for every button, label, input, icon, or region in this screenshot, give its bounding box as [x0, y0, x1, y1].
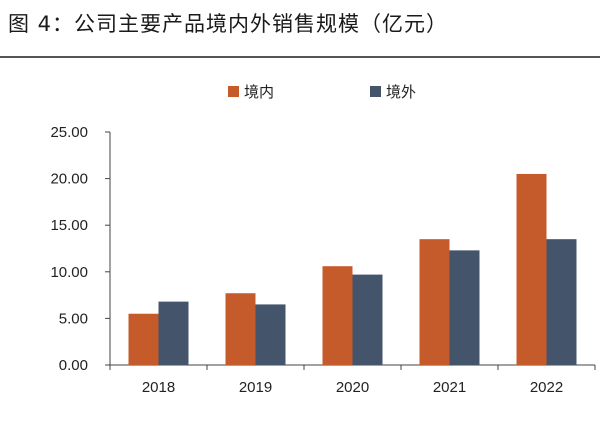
x-tick-label: 2021: [433, 379, 466, 396]
bar-domestic-2021: [419, 239, 450, 365]
bar-overseas-2021: [449, 250, 480, 365]
chart-legend: 境内 境外: [228, 83, 416, 101]
title-divider: [0, 56, 600, 58]
y-tick-label: 10.00: [50, 264, 88, 281]
legend-swatch-domestic: [228, 86, 239, 97]
x-axis: 2018 2019 2020 2021 2022: [109, 364, 596, 396]
bar-domestic-2022: [516, 173, 547, 365]
bar-overseas-2019: [255, 304, 286, 365]
figure-title: 图 4：公司主要产品境内外销售规模（亿元）: [8, 12, 449, 36]
y-tick-label: 20.00: [50, 171, 88, 188]
y-tick-label: 25.00: [50, 124, 88, 141]
y-tick-label: 15.00: [50, 217, 88, 234]
y-tick-label: 0.00: [59, 357, 88, 374]
bar-overseas-2022: [546, 239, 577, 365]
x-tick-label: 2022: [530, 379, 563, 396]
y-axis: 0.00 5.00 10.00 15.00 20.00 25.00: [50, 124, 111, 374]
x-tick-label: 2020: [336, 379, 369, 396]
y-tick-label: 5.00: [59, 310, 88, 327]
legend-label-domestic: 境内: [244, 83, 274, 101]
bar-domestic-2019: [225, 293, 256, 365]
legend-label-overseas: 境外: [386, 83, 416, 101]
bar-domestic-2018: [128, 313, 159, 365]
x-tick-label: 2019: [239, 379, 272, 396]
bars-group: [128, 173, 577, 365]
bar-overseas-2020: [352, 274, 383, 365]
x-tick-label: 2018: [142, 379, 175, 396]
bar-overseas-2018: [158, 301, 189, 365]
legend-swatch-overseas: [370, 86, 381, 97]
bar-domestic-2020: [322, 266, 353, 365]
